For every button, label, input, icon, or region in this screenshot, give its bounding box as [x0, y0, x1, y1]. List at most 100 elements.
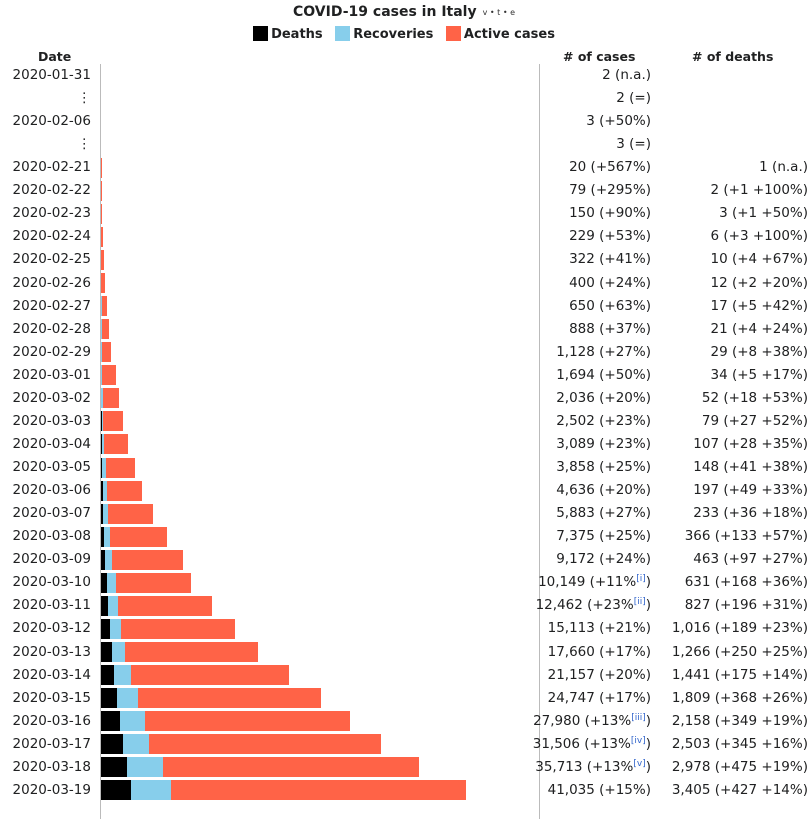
- vte-links[interactable]: v • t • e: [482, 8, 515, 17]
- deaths-value: [662, 133, 808, 156]
- cases-value: 1,128 (+27%): [556, 343, 651, 360]
- bar-deaths: [101, 526, 105, 547]
- legend-swatch-active-cases: [445, 26, 461, 41]
- bar-active-cases: [111, 549, 183, 570]
- footnote-link[interactable]: [iii]: [631, 712, 646, 723]
- bar-active-cases: [101, 342, 112, 363]
- date-label: 2020-03-15: [12, 689, 91, 706]
- deaths-value: 107 (+28 +35%): [693, 435, 808, 452]
- deaths-value: 21 (+4 +24%): [710, 320, 808, 337]
- cases-value: 3,089 (+23%): [556, 435, 651, 452]
- bar-recoveries: [123, 734, 150, 755]
- deaths-value: 366 (+133 +57%): [684, 528, 808, 545]
- legend-swatch-deaths: [253, 26, 269, 41]
- chart-title-text: COVID-19 cases in Italy: [293, 4, 477, 20]
- cases-value: 150 (+90%): [569, 205, 651, 222]
- bar-recoveries: [120, 711, 145, 732]
- bar-recoveries: [101, 388, 103, 409]
- bar-active-cases: [105, 457, 136, 478]
- legend-label-recoveries: Recoveries: [353, 27, 434, 42]
- date-label: 2020-03-06: [12, 482, 91, 499]
- deaths-value: [662, 64, 808, 87]
- deaths-value: 34 (+5 +17%): [710, 366, 808, 383]
- date-label: 2020-02-27: [12, 297, 91, 314]
- deaths-value: 52 (+18 +53%): [701, 389, 808, 406]
- cases-value: 5,883 (+27%): [556, 505, 651, 522]
- bar-deaths: [101, 734, 124, 755]
- chart-right-separator-line: [539, 64, 540, 819]
- date-label: 2020-02-22: [12, 182, 91, 199]
- footnote-link[interactable]: [ii]: [633, 597, 646, 608]
- date-label: 2020-03-13: [12, 643, 91, 660]
- cases-value: 12,462 (+23%[ii]): [535, 597, 651, 614]
- date-label: 2020-03-04: [12, 435, 91, 452]
- bar-recoveries: [104, 526, 110, 547]
- deaths-value: 79 (+27 +52%): [701, 412, 808, 429]
- bar-recoveries: [101, 296, 102, 317]
- deaths-value: 12 (+2 +20%): [710, 274, 808, 291]
- bar-active-cases: [131, 665, 290, 686]
- bar-recoveries: [102, 480, 108, 501]
- bar-deaths: [101, 642, 113, 662]
- legend-label-deaths: Deaths: [271, 27, 323, 42]
- bar-recoveries: [117, 688, 138, 709]
- bar-deaths: [101, 503, 104, 524]
- deaths-value: 1,016 (+189 +23%): [671, 620, 808, 637]
- date-label: 2020-03-18: [12, 758, 91, 775]
- deaths-value: 2,158 (+349 +19%): [671, 712, 808, 729]
- bar-recoveries: [102, 457, 106, 478]
- cases-value: 3 (+50%): [586, 113, 651, 130]
- cases-value: 10,149 (+11%[i]): [538, 574, 651, 591]
- date-label: 2020-03-16: [12, 712, 91, 729]
- deaths-value: 2,978 (+475 +19%): [671, 758, 808, 775]
- bar-active-cases: [101, 319, 109, 340]
- bar-deaths: [101, 618, 111, 639]
- date-label: 2020-03-05: [12, 459, 91, 476]
- chart-left-axis-line: [100, 64, 101, 819]
- bar-active-cases: [108, 503, 154, 524]
- cases-value: 1,694 (+50%): [556, 366, 651, 383]
- bar-deaths: [101, 780, 132, 801]
- date-label: 2020-03-17: [12, 735, 91, 752]
- bar-recoveries: [112, 642, 126, 662]
- bar-active-cases: [144, 711, 350, 732]
- footnote-link[interactable]: [i]: [636, 574, 646, 585]
- legend-item-active-cases: Active cases: [445, 26, 555, 42]
- cases-value: 2 (n.a.): [602, 67, 651, 83]
- bar-active-cases: [101, 203, 103, 224]
- cases-value: 79 (+295%): [569, 182, 651, 199]
- cases-value: 15,113 (+21%): [547, 620, 651, 637]
- footnote-link[interactable]: [v]: [633, 758, 646, 769]
- bar-active-cases: [104, 434, 129, 455]
- bar-active-cases: [170, 780, 466, 801]
- bar-recoveries: [127, 757, 164, 778]
- deaths-value: 3 (+1 +50%): [719, 205, 808, 222]
- bar-recoveries: [110, 618, 122, 639]
- legend-swatch-recoveries: [335, 26, 351, 41]
- bar-active-cases: [137, 688, 322, 709]
- legend-item-recoveries: Recoveries: [335, 26, 433, 42]
- bar-recoveries: [101, 434, 105, 455]
- bar-deaths: [101, 434, 102, 455]
- bar-active-cases: [121, 618, 236, 639]
- bar-active-cases: [101, 157, 102, 178]
- bar-deaths: [101, 688, 118, 709]
- bar-active-cases: [107, 480, 143, 501]
- bar-deaths: [101, 549, 106, 570]
- bar-deaths: [101, 665, 114, 686]
- bar-active-cases: [115, 572, 192, 593]
- bar-deaths: [101, 595, 109, 616]
- date-label: 2020-03-02: [12, 389, 91, 406]
- deaths-value: [662, 110, 808, 133]
- cases-value: 35,713 (+13%[v]): [535, 758, 651, 775]
- deaths-value: 6 (+3 +100%): [710, 228, 808, 245]
- cases-value: 650 (+63%): [569, 297, 651, 314]
- footnote-link[interactable]: [iv]: [630, 735, 646, 746]
- bar-recoveries: [113, 665, 132, 686]
- column-header-deaths: # of deaths: [692, 49, 774, 64]
- date-label: 2020-02-26: [12, 274, 91, 291]
- date-label: 2020-03-14: [12, 666, 91, 683]
- deaths-value: 2 (+1 +100%): [710, 182, 808, 199]
- cases-value: 888 (+37%): [569, 320, 651, 337]
- cases-value: 3 (=): [616, 136, 651, 153]
